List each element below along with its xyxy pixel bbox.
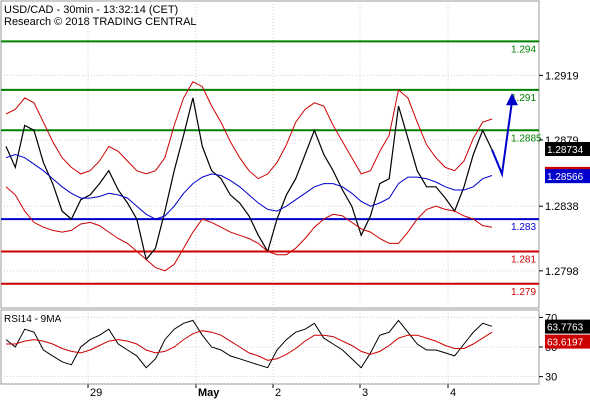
price-badge-label: 1.28566 — [547, 172, 584, 183]
time-axis: 29 May 2 3 4 — [1, 383, 539, 399]
projection-path — [491, 101, 513, 178]
rsi-title: RSI14 - 9MA — [4, 314, 62, 325]
level-label: 1.281 — [511, 254, 536, 265]
x-tick-label: 3 — [362, 387, 368, 399]
price-panel-frame — [0, 0, 540, 309]
x-tick-label: 29 — [90, 387, 102, 399]
y-tick-label: 1.2798 — [545, 266, 579, 278]
rsi-badge — [545, 334, 590, 349]
level-label: 1.283 — [511, 222, 536, 233]
level-label: 1.279 — [511, 287, 536, 298]
series-close — [5, 97, 493, 261]
price-badge — [545, 142, 590, 157]
level-label: 1.2885 — [511, 133, 542, 144]
rsi-badges: 63.7763 63.6197 — [545, 319, 590, 349]
projection-arrowhead — [506, 93, 518, 106]
level-label: 1.291 — [511, 93, 536, 104]
series-bollinger-upper — [5, 81, 493, 180]
y-tick-label: 1.2838 — [545, 201, 579, 213]
rsi-badge — [545, 319, 590, 334]
level-label: 1.294 — [511, 44, 536, 55]
support-resistance-levels: 1.294 1.291 1.2885 1.283 1.281 1.279 — [1, 40, 542, 298]
rsi-ma — [6, 330, 493, 361]
rsi-panel-frame — [0, 309, 540, 385]
rsi-tick-label: 30 — [545, 372, 557, 384]
series-moving-average — [5, 153, 493, 220]
rsi-badge-label: 63.6197 — [547, 338, 584, 349]
rsi-badge-label: 63.7763 — [547, 323, 584, 334]
chart-copyright: Research © 2018 TRADING CENTRAL — [4, 16, 197, 28]
x-tick-label: 4 — [450, 387, 456, 399]
series-bollinger-lower — [5, 186, 493, 272]
price-series — [5, 81, 518, 272]
rsi-series — [5, 319, 493, 369]
x-tick-label: May — [198, 387, 220, 399]
rsi-grid — [1, 310, 539, 384]
rsi-rsi — [5, 319, 493, 369]
price-badge — [545, 169, 590, 184]
price-badge-label: 1.28734 — [547, 145, 584, 156]
y-tick-label: 1.2919 — [545, 70, 579, 82]
x-tick-label: 2 — [275, 387, 281, 399]
chart-title: USD/CAD - 30min - 13:32:14 (CET) — [4, 4, 178, 16]
price-grid — [1, 1, 539, 308]
